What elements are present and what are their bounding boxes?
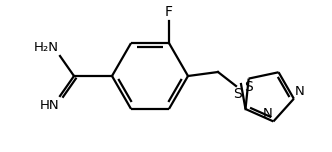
Text: HN: HN: [40, 99, 59, 112]
Text: F: F: [165, 5, 173, 19]
Text: H₂N: H₂N: [34, 41, 59, 54]
Text: S: S: [233, 87, 241, 101]
Text: N: N: [263, 107, 272, 120]
Text: S: S: [244, 80, 253, 94]
Text: N: N: [295, 85, 304, 98]
